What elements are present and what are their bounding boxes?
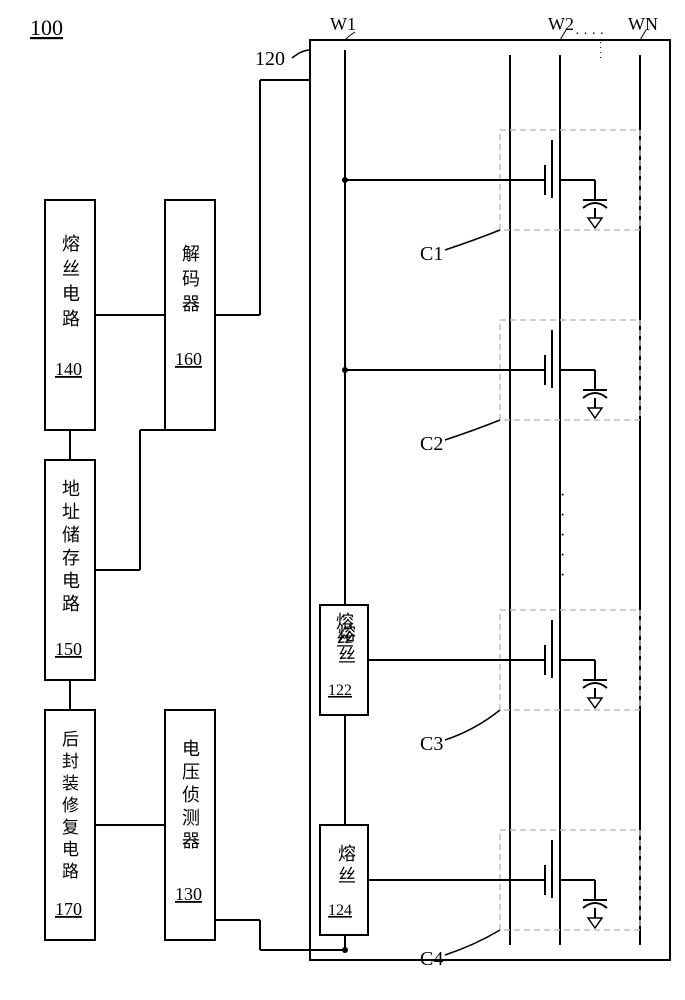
dots-mid5: · bbox=[560, 567, 565, 584]
ref-100: 100 bbox=[30, 15, 63, 40]
decoder-name-c: 器 bbox=[182, 294, 200, 314]
fuse-circuit-name-c: 电 bbox=[62, 284, 80, 304]
node-dot-bottom bbox=[342, 947, 348, 953]
addr-store-name-f: 路 bbox=[62, 594, 80, 614]
cell-c4 bbox=[500, 830, 640, 930]
vd-num: 130 bbox=[175, 884, 202, 904]
vd-name-a: 电 bbox=[182, 739, 200, 759]
dots-mid2: · bbox=[560, 507, 565, 524]
label-w2: W2 bbox=[548, 14, 574, 34]
vd-name-b: 压 bbox=[182, 762, 200, 782]
addr-store-name-c: 储 bbox=[62, 525, 80, 545]
ppr-name-d: 修 bbox=[62, 796, 79, 815]
ref-120: 120 bbox=[255, 48, 285, 70]
decoder-name-a: 解 bbox=[182, 244, 200, 264]
addr-store-name-b: 址 bbox=[62, 502, 80, 522]
addr-store-name-e: 电 bbox=[62, 571, 80, 591]
fuse-124-name-b: 丝 bbox=[338, 866, 356, 886]
ppr-name-f: 电 bbox=[62, 840, 79, 859]
vd-name-d: 测 bbox=[182, 808, 200, 828]
leader-c4 bbox=[445, 930, 500, 955]
label-wn: WN bbox=[628, 14, 658, 34]
fuse-circuit-name-d: 路 bbox=[62, 309, 80, 329]
ppr-name-e: 复 bbox=[62, 818, 79, 837]
ppr-name-g: 路 bbox=[62, 862, 79, 881]
ppr-name-c: 装 bbox=[62, 774, 79, 793]
fuse-122-name-a: 熔 bbox=[338, 624, 356, 644]
label-c4: C4 bbox=[420, 948, 443, 970]
fuse-124-name-a: 熔 bbox=[338, 844, 356, 864]
node-dot-c1 bbox=[342, 177, 348, 183]
leader-c3 bbox=[445, 710, 500, 740]
cell-c3 bbox=[500, 610, 640, 710]
ppr-num: 170 bbox=[55, 899, 82, 919]
dots-top: . . . . bbox=[597, 41, 608, 59]
leader-c1 bbox=[445, 230, 500, 250]
vd-name-c: 侦 bbox=[182, 785, 200, 805]
array-box bbox=[310, 40, 670, 960]
label-c1: C1 bbox=[420, 243, 443, 265]
decoder-name-b: 码 bbox=[182, 269, 200, 289]
fuse-circuit-name-b: 丝 bbox=[62, 259, 80, 279]
vd-name-e: 器 bbox=[182, 831, 200, 851]
label-w1: W1 bbox=[330, 14, 356, 34]
dots-mid4: · bbox=[560, 547, 565, 564]
fuse-122-num: 122 bbox=[328, 682, 352, 699]
addr-store-num: 150 bbox=[55, 639, 82, 659]
diagram-svg: 100 120 W1 W2 WN . . . . · · · · bbox=[0, 0, 685, 1000]
fuse-124-num: 124 bbox=[328, 902, 352, 919]
ppr-name-b: 封 bbox=[62, 752, 79, 771]
ppr-name-a: 后 bbox=[62, 730, 79, 749]
label-c3: C3 bbox=[420, 733, 443, 755]
decoder-box bbox=[165, 200, 215, 430]
fuse-circuit-name-a: 熔 bbox=[62, 234, 80, 254]
decoder-num: 160 bbox=[175, 349, 202, 369]
ref-120-leader bbox=[292, 50, 310, 58]
addr-store-name-a: 地 bbox=[62, 479, 80, 499]
dots-mid: · bbox=[560, 487, 569, 504]
label-c2: C2 bbox=[420, 433, 443, 455]
leader-c2 bbox=[445, 420, 500, 440]
dots-top2: · · · · bbox=[575, 27, 604, 42]
dots-mid3: · bbox=[560, 527, 565, 544]
node-dot-c2 bbox=[342, 367, 348, 373]
cell-c1 bbox=[500, 130, 640, 230]
cell-c2 bbox=[500, 320, 640, 420]
fuse-circuit-num: 140 bbox=[55, 359, 82, 379]
addr-store-name-d: 存 bbox=[62, 548, 80, 568]
fuse-122-name-b: 丝 bbox=[338, 646, 356, 666]
